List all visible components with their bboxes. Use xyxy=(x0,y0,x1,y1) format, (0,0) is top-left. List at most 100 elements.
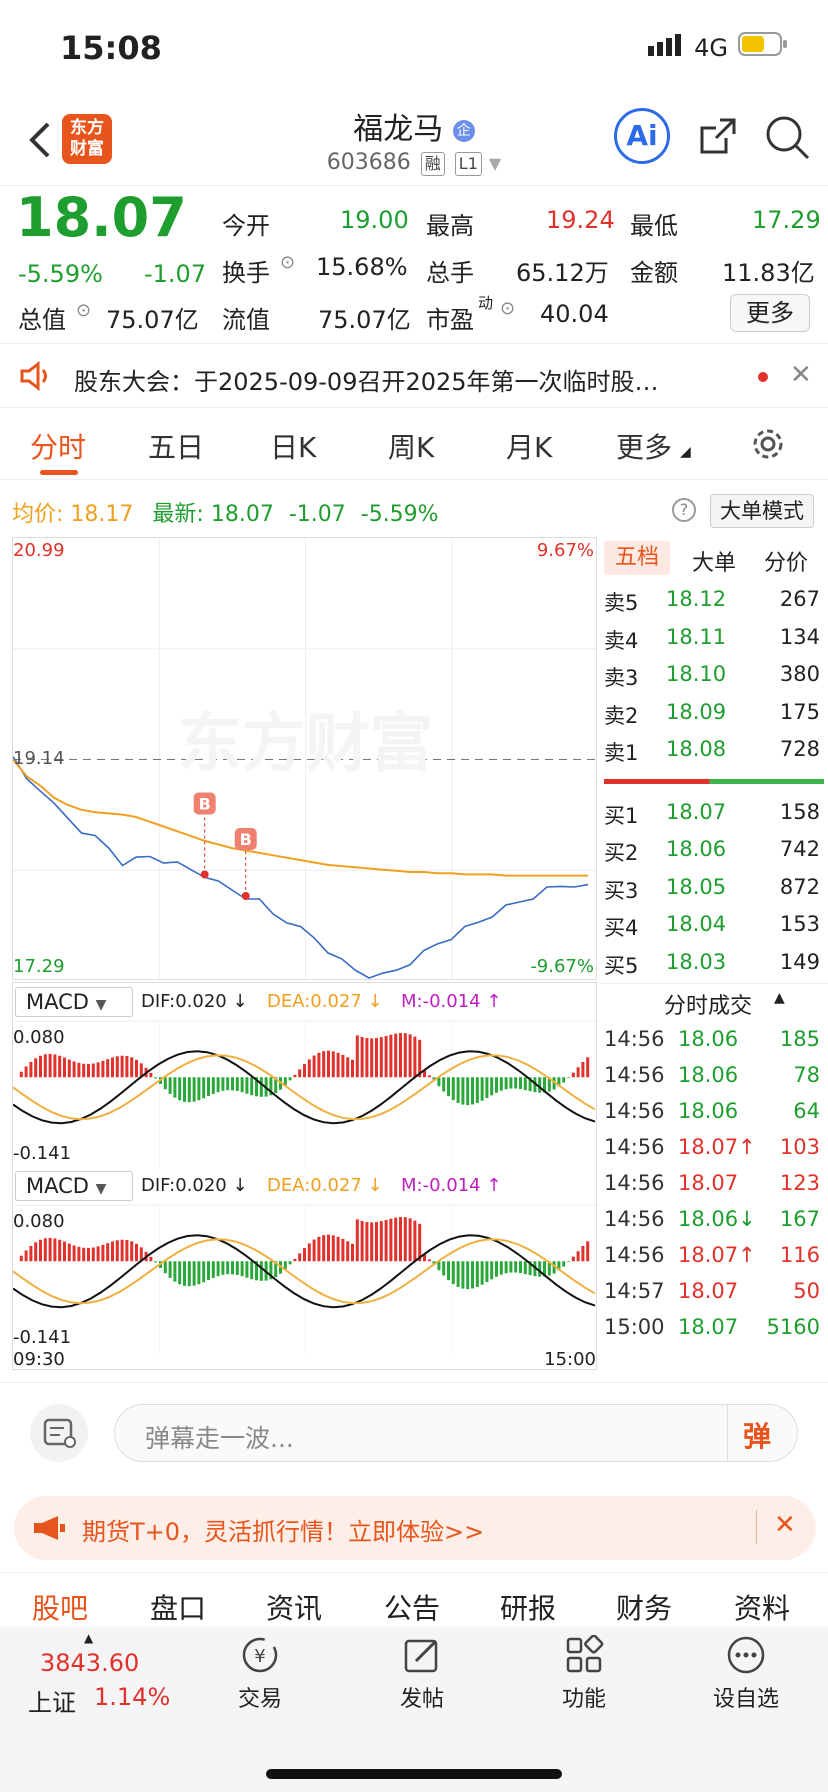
subnav-profile[interactable]: 资料 xyxy=(734,1592,791,1625)
subnav-notices[interactable]: 公告 xyxy=(384,1592,441,1625)
macd-bar xyxy=(202,1077,206,1099)
announcement-bar[interactable]: 股东大会：于2025-09-09召开2025年第一次临时股… ✕ xyxy=(0,344,828,408)
ai-button[interactable]: Ai xyxy=(614,108,670,164)
settings-icon[interactable] xyxy=(752,428,784,464)
trade-row: 14:56 18.06 64 xyxy=(600,1091,828,1127)
price-line xyxy=(12,756,589,979)
macd-bar xyxy=(379,1037,383,1078)
macd-top-1: 0.080 xyxy=(13,1027,65,1048)
label-volume: 总手 xyxy=(426,259,474,287)
danmu-placeholder: 弹幕走一波... xyxy=(145,1424,294,1453)
tab-weekly-k[interactable]: 周K xyxy=(388,431,435,464)
macd-bar xyxy=(231,1261,234,1275)
macd-bar xyxy=(365,1038,369,1078)
subnav-news[interactable]: 资讯 xyxy=(266,1592,323,1625)
battery-icon xyxy=(738,32,788,64)
tab-monthly-k[interactable]: 月K xyxy=(506,431,553,464)
macd-bar xyxy=(77,1062,81,1078)
back-button[interactable] xyxy=(22,118,62,162)
speaker-icon xyxy=(18,360,54,398)
intraday-chart[interactable]: 东方财富 B B 20.99 9.67% 17.29 -9.67% 19.14 xyxy=(12,537,598,981)
level-volume: 158 xyxy=(779,799,820,824)
macd-bar xyxy=(331,1051,335,1078)
macd-bar xyxy=(461,1077,465,1105)
macd-bar xyxy=(106,1243,110,1262)
bid-row: 买3 18.05 872 xyxy=(600,867,828,905)
macd-bar xyxy=(495,1077,498,1093)
big-order-mode-button[interactable]: 大单模式 xyxy=(710,494,814,528)
trade-time: 14:56 xyxy=(604,1063,665,1087)
macd-bar xyxy=(533,1261,537,1277)
macd-bar xyxy=(168,1261,172,1278)
level-price: 18.12 xyxy=(666,587,727,611)
macd-bar xyxy=(562,1261,566,1267)
help-icon[interactable]: ? xyxy=(672,498,696,522)
ask-row: 卖4 18.11 134 xyxy=(600,617,828,655)
macd-bar xyxy=(547,1261,551,1276)
macd-bar xyxy=(154,1261,158,1263)
macd-select-1[interactable]: MACD ▼ xyxy=(15,987,133,1017)
macd-bar xyxy=(197,1261,201,1285)
subnav-finance[interactable]: 财务 xyxy=(616,1592,673,1625)
dif-line xyxy=(12,1050,596,1125)
trade-price: 18.07 xyxy=(678,1315,739,1339)
trade-time: 14:57 xyxy=(604,1279,665,1303)
macd-bar xyxy=(192,1077,196,1102)
functions-button[interactable]: 功能 xyxy=(554,1634,614,1713)
high-value: 19.24 xyxy=(546,206,615,234)
trades-header[interactable]: 分时成交 ▲ xyxy=(600,983,828,1019)
subnav-pankou[interactable]: 盘口 xyxy=(150,1592,207,1625)
buy-marker-dot xyxy=(241,891,250,900)
macd-bar xyxy=(303,1248,306,1262)
tab-more[interactable]: 更多 xyxy=(616,431,673,464)
trade-row: 14:56 18.06 185 xyxy=(600,1019,828,1055)
info-icon[interactable]: ⊙ xyxy=(76,300,92,321)
subnav-research[interactable]: 研报 xyxy=(500,1592,557,1625)
index-pct[interactable]: 1.14% xyxy=(94,1683,171,1711)
close-icon[interactable]: ✕ xyxy=(790,360,812,390)
close-icon[interactable]: ✕ xyxy=(774,1510,796,1540)
dropdown-arrow-icon[interactable]: ▼ xyxy=(488,154,502,173)
tab-price-dist[interactable]: 分价 xyxy=(764,551,809,576)
macd-bar xyxy=(495,1261,498,1277)
bid-row: 买5 18.03 149 xyxy=(600,942,828,980)
tab-big-orders[interactable]: 大单 xyxy=(692,551,737,576)
macd-bar xyxy=(125,1056,129,1078)
trade-price: 18.07 xyxy=(678,1171,739,1195)
danmu-input[interactable]: 弹幕走一波... 弹 xyxy=(114,1404,798,1462)
trade-time: 14:56 xyxy=(604,1207,665,1231)
macd-bar xyxy=(226,1077,230,1091)
macd-select-2[interactable]: MACD ▼ xyxy=(15,1171,133,1201)
tab-daily-k[interactable]: 日K xyxy=(270,431,317,464)
add-watchlist-button[interactable]: 设自选 xyxy=(706,1635,786,1713)
tab-five-levels[interactable]: 五档 xyxy=(604,541,670,575)
share-icon[interactable] xyxy=(696,114,740,162)
more-button[interactable]: 更多 xyxy=(730,294,810,332)
subnav-guba[interactable]: 股吧 xyxy=(32,1592,89,1625)
tab-intraday[interactable]: 分时 xyxy=(30,431,87,464)
info-icon[interactable]: ⊙ xyxy=(500,298,516,319)
trade-volume: 167 xyxy=(779,1207,820,1231)
danmu-send-button[interactable]: 弹 xyxy=(743,1420,772,1453)
info-icon[interactable]: ⊙ xyxy=(280,252,296,273)
index-name[interactable]: 上证 xyxy=(28,1689,76,1717)
promo-banner[interactable]: 期货T+0，灵活抓行情！立即体验>> ✕ xyxy=(14,1496,816,1560)
trade-button[interactable]: ¥ 交易 xyxy=(230,1635,290,1713)
search-icon[interactable] xyxy=(764,114,810,164)
macd-bar xyxy=(240,1261,244,1277)
buy-marker[interactable] xyxy=(234,827,257,850)
macd-bar xyxy=(336,1052,340,1078)
macd-bar xyxy=(19,1255,23,1262)
post-button[interactable]: 发帖 xyxy=(392,1635,452,1713)
trade-row: 14:56 18.06 78 xyxy=(600,1055,828,1091)
grid-icon xyxy=(566,1634,604,1673)
tab-five-day[interactable]: 五日 xyxy=(148,431,205,464)
index-value[interactable]: 3843.60 xyxy=(40,1649,140,1677)
buy-marker[interactable] xyxy=(193,792,216,815)
macd-bar xyxy=(34,1058,38,1078)
danmu-toggle-icon[interactable] xyxy=(30,1404,88,1462)
macd-bar xyxy=(365,1222,369,1262)
macd-bar xyxy=(303,1064,306,1078)
label-low: 最低 xyxy=(630,212,678,240)
macd-bar xyxy=(216,1077,220,1093)
